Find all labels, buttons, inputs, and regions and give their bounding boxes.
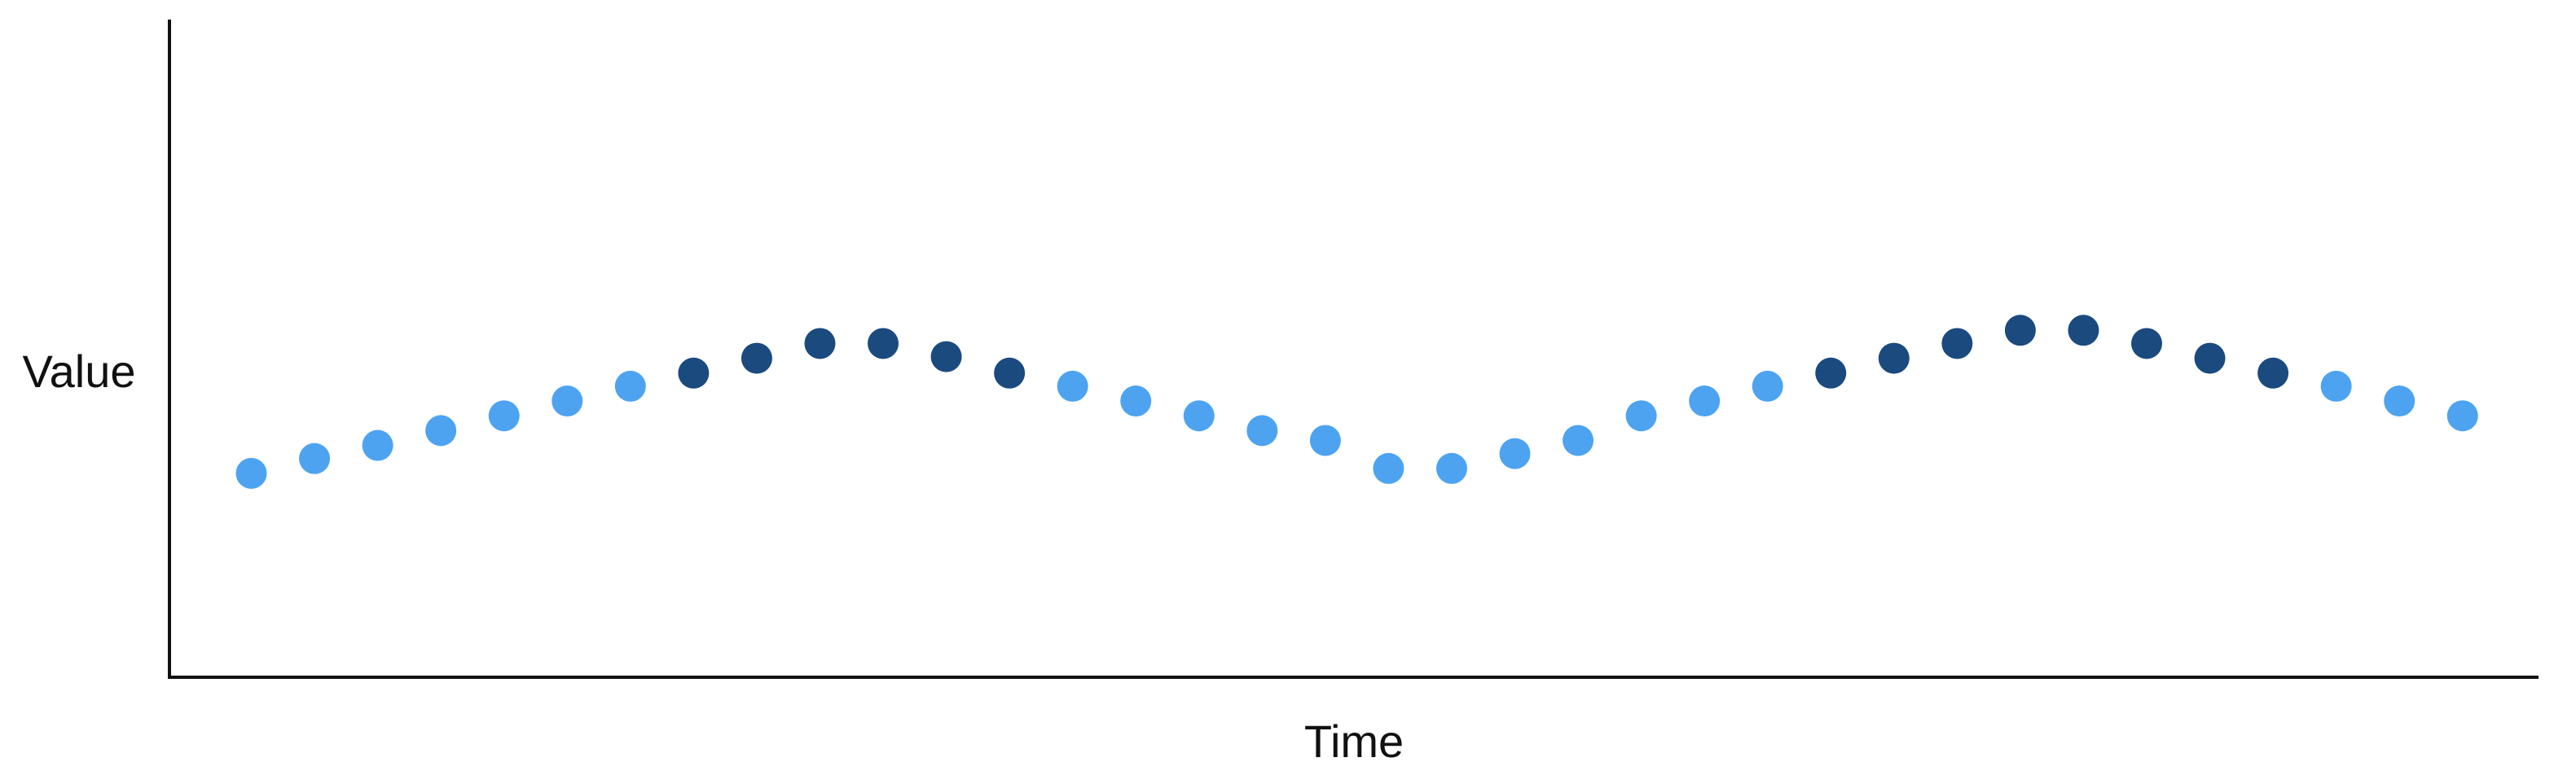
- data-point: [1057, 370, 1088, 402]
- data-point: [804, 328, 836, 359]
- data-point: [1435, 452, 1467, 484]
- x-axis-label: Time: [1304, 716, 1404, 767]
- data-point: [1625, 400, 1657, 432]
- data-point: [488, 400, 520, 432]
- data-point: [2004, 315, 2036, 346]
- data-point: [425, 415, 457, 447]
- data-point: [362, 429, 393, 461]
- data-point: [1689, 385, 1721, 417]
- data-point: [741, 342, 772, 374]
- data-point: [2320, 370, 2352, 402]
- data-point: [994, 357, 1026, 389]
- data-point: [1373, 452, 1404, 484]
- y-axis-label: Value: [22, 346, 135, 397]
- data-point: [1309, 425, 1341, 456]
- data-point: [2068, 315, 2099, 346]
- data-point: [2384, 385, 2416, 417]
- data-point: [1815, 357, 1847, 389]
- data-point: [678, 357, 710, 389]
- data-point: [2446, 400, 2478, 432]
- data-point: [1183, 400, 1215, 432]
- data-point: [235, 457, 267, 489]
- data-point: [2194, 342, 2226, 374]
- data-point: [1878, 342, 1910, 374]
- data-point: [2131, 328, 2162, 359]
- data-point: [1563, 425, 1594, 456]
- data-point: [552, 385, 583, 417]
- data-point: [1120, 385, 1152, 417]
- data-point: [1246, 415, 1278, 447]
- data-point: [868, 328, 899, 359]
- data-point: [1499, 438, 1531, 469]
- data-point: [1941, 328, 1973, 359]
- data-point: [2257, 357, 2289, 389]
- data-point: [299, 443, 331, 474]
- data-point: [930, 341, 962, 372]
- data-point: [614, 370, 646, 402]
- data-point: [1752, 370, 1783, 402]
